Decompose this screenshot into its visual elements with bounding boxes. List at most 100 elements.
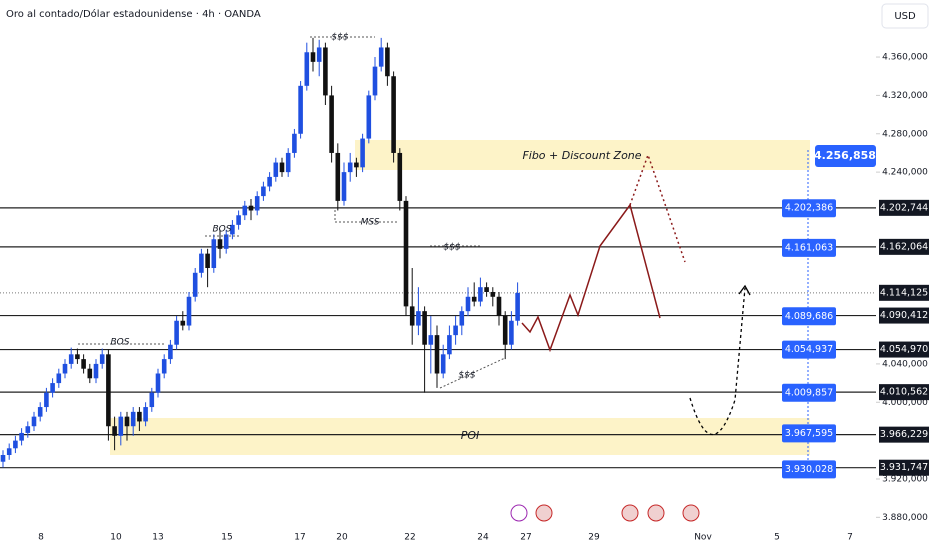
level-box (879, 384, 929, 401)
candle-body (471, 296, 477, 302)
candle-body (192, 272, 198, 297)
level-box (879, 238, 929, 255)
zone-label: POI (461, 429, 480, 442)
x-tick-label: 5 (774, 533, 780, 543)
target-box (782, 383, 836, 402)
candle-body (465, 296, 471, 312)
x-tick-label: 20 (336, 533, 348, 543)
target-label: 3.930,028 (785, 464, 833, 475)
level-label: 4.202,744 (880, 202, 928, 213)
target-label: 3.967,595 (785, 428, 833, 439)
candle-body (211, 239, 217, 269)
candle-body (124, 416, 130, 427)
candle-body (422, 311, 427, 345)
candle-body (496, 296, 502, 316)
zone-label: Fibo + Discount Zone (522, 149, 641, 162)
candle-body (93, 363, 99, 379)
annotation: BOS (213, 225, 232, 235)
y-tick-label: 4.320,000 (882, 91, 928, 101)
x-tick-label: Nov (694, 533, 712, 543)
candle-body (25, 426, 31, 433)
x-tick-label: 10 (110, 533, 122, 543)
x-tick-label: 29 (588, 533, 600, 543)
candle-body (13, 440, 18, 449)
target-box (782, 238, 836, 257)
candle-body (273, 162, 279, 177)
currency[interactable]: USD (894, 11, 916, 22)
candle-body (329, 95, 334, 153)
candle-body (304, 52, 310, 86)
candle-body (428, 335, 434, 345)
candle-body (366, 95, 372, 139)
candle-body (378, 47, 384, 67)
y-tick-label: 3.920,000 (882, 474, 928, 484)
currency-box[interactable] (881, 3, 929, 29)
event-icon[interactable] (510, 504, 528, 522)
event-icon[interactable] (535, 504, 553, 522)
candle-body (434, 335, 440, 374)
annotation: $$$ (443, 243, 460, 253)
candle-body (6, 448, 12, 455)
x-tick-label: 22 (404, 533, 415, 543)
candle-body (372, 66, 378, 96)
last-price-label: 4.114,125 (880, 287, 928, 298)
candle-body (81, 359, 86, 369)
candle-body (354, 162, 359, 168)
y-tick-label: 4.040,000 (882, 359, 928, 369)
candle-body (118, 416, 124, 436)
chart-title: Oro al contado/Dólar estadounidense · 4h… (6, 8, 261, 20)
target-box (782, 307, 836, 326)
candle-body (174, 320, 179, 345)
candle-body (298, 85, 303, 134)
candle-body (217, 239, 223, 249)
y-tick-label: 4.360,000 (882, 53, 928, 63)
y-tick-label: 4.280,000 (882, 129, 928, 139)
candle-body (37, 407, 43, 417)
candle-body (155, 373, 161, 393)
event-icon[interactable] (682, 504, 700, 522)
level-label: 4.010,562 (880, 387, 928, 398)
candle-body (509, 320, 514, 345)
target-box (782, 460, 836, 479)
candle-body (385, 47, 390, 77)
x-tick-label: 15 (221, 533, 232, 543)
candle-body (261, 186, 266, 197)
candles (0, 37, 520, 468)
x-tick-label: 17 (294, 533, 305, 543)
candle-body (478, 287, 483, 302)
event-icons[interactable] (510, 504, 700, 522)
candle-body (68, 354, 74, 364)
candle-body (310, 52, 316, 62)
candle-body (459, 311, 465, 326)
candle-body (347, 162, 353, 173)
level-label: 3.966,229 (880, 429, 928, 440)
candle-body (484, 287, 489, 292)
target-high-box (815, 144, 876, 167)
x-tick-label: 24 (477, 533, 489, 543)
level-box (879, 459, 929, 476)
candle-body (391, 76, 396, 153)
candle-body (397, 152, 403, 201)
candle-body (199, 253, 204, 273)
zones (110, 140, 810, 455)
candle-body (168, 344, 173, 360)
candle-body (285, 152, 291, 173)
y-tick-label: 4.240,000 (882, 168, 928, 178)
candle-body (292, 133, 297, 153)
candle-body (341, 172, 347, 201)
candle-body (50, 383, 55, 393)
candle-body (447, 335, 452, 355)
candle-body (416, 311, 421, 326)
candle-body (106, 354, 111, 427)
candle-body (335, 152, 341, 201)
target-label: 4.089,686 (785, 311, 833, 322)
target-label: 4.054,937 (785, 344, 833, 355)
annotation: $$$ (331, 33, 348, 43)
event-icon[interactable] (647, 504, 665, 522)
y-tick-label: 4.000,000 (882, 398, 928, 408)
candle-body (323, 47, 328, 96)
candle-body (242, 205, 248, 216)
event-icon[interactable] (621, 504, 639, 522)
level-label: 4.162,064 (880, 241, 928, 252)
